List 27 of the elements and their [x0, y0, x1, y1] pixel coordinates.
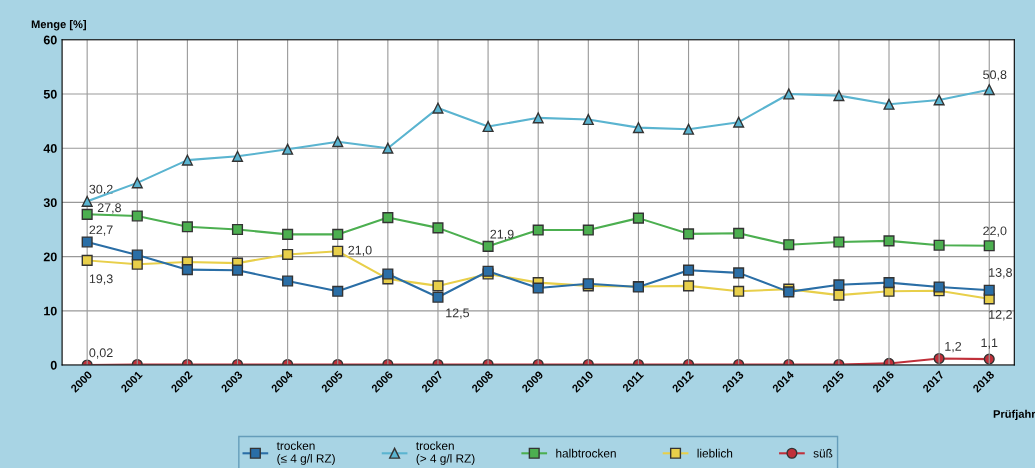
data-label: 21,9 [490, 229, 514, 241]
data-label: 0,02 [89, 348, 113, 359]
data-label: 21,0 [348, 245, 372, 257]
data-label: 13,8 [989, 268, 1012, 279]
data-label: 19,3 [89, 274, 113, 285]
y-tick-label: 20 [43, 252, 57, 262]
y-tick-label: 60 [43, 35, 57, 45]
legend-label: lieblich [697, 448, 733, 458]
x-axis-title: Prüfjahr [993, 409, 1035, 421]
data-label: 1,2 [945, 341, 962, 353]
legend-label: halbtrocken [556, 448, 616, 458]
data-label: 12,5 [446, 308, 470, 319]
y-axis-title: Menge [%] [31, 20, 86, 31]
y-tick-label: 10 [44, 306, 57, 316]
y-tick-label: 30 [43, 198, 57, 208]
y-tick-label: 40 [43, 144, 57, 153]
legend-label: trocken (> 4 g/l RZ) [416, 441, 475, 465]
y-tick-label: 0 [50, 360, 57, 370]
data-label: 1,1 [981, 338, 998, 349]
data-label: 12,2 [989, 310, 1012, 321]
legend-label: trocken (≤ 4 g/l RZ) [276, 441, 335, 465]
data-label: 50,8 [983, 70, 1007, 81]
data-label: 22,7 [89, 225, 113, 236]
y-tick-label: 50 [43, 89, 57, 99]
data-label: 22,0 [983, 226, 1007, 237]
legend-label: süß [813, 448, 833, 458]
data-label: 27,8 [97, 203, 121, 214]
